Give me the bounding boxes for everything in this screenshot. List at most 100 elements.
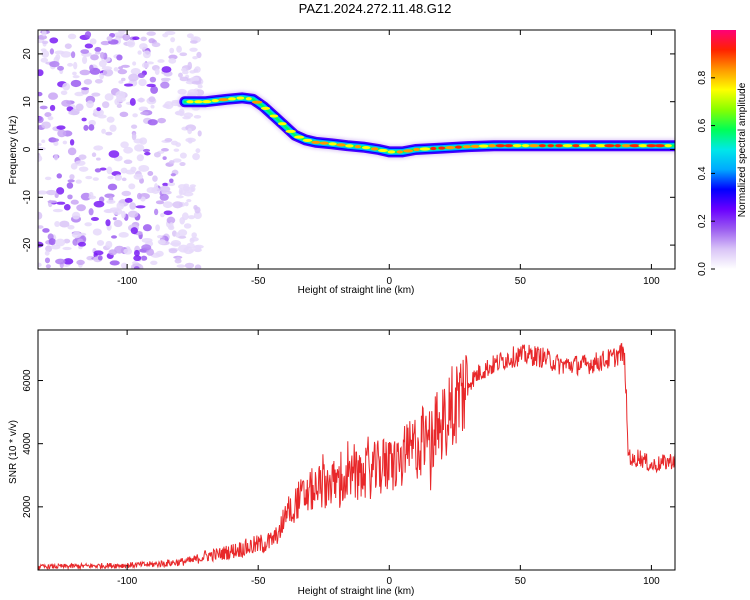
noise-blob [104,93,114,101]
ridge-hotspot [354,145,362,149]
snr-y-ticks: 2000 4000 6000 [22,369,675,518]
noise-blob [56,187,65,195]
noise-blob [153,151,161,158]
noise-blob [172,201,183,209]
noise-blob [94,46,102,52]
noise-blob [190,185,196,192]
noise-blob [56,201,66,205]
ridge-hotspot [589,144,597,148]
noise-blob [137,97,146,103]
x-tick-label: -50 [251,576,266,587]
noise-blob [120,141,129,149]
noise-blob [169,222,174,229]
noise-blob [182,185,191,192]
noise-blob [74,160,86,166]
ridge-hotspot [345,144,354,148]
noise-blob [191,232,197,238]
noise-blob [193,211,202,220]
noise-blob [38,225,44,229]
noise-blob [63,204,71,211]
noise-blob [96,107,101,112]
colorbar: 0.0 0.2 0.4 0.6 0.8 Normalized spectral ampl… [697,30,748,276]
noise-blob [38,91,43,97]
noise-blob [177,88,187,95]
noise-blob [44,257,51,264]
ridge-hotspot [251,100,263,104]
noise-blob [38,142,42,147]
spectrogram-y-ticks: -20 -10 0 10 20 [22,48,675,252]
noise-blob [138,78,147,87]
noise-blob [76,259,85,266]
noise-blob [178,229,188,237]
noise-blob [197,84,203,89]
noise-blob [153,208,159,216]
snr-y-label: SNR (10 * v/v) [8,420,19,484]
ridge-hotspot [278,122,287,126]
ridge-hotspot [228,97,236,101]
noise-blob [66,182,74,189]
noise-blob [109,207,120,212]
noise-blob [105,240,113,249]
noise-blob [149,76,157,83]
noise-blob [47,116,54,121]
noise-blob [129,98,136,106]
noise-blob [128,183,136,190]
ridge-hotspot [194,100,203,104]
colorbar-label: Normalized spectral amplitude [737,82,748,217]
ridge-hotspot [218,98,229,102]
ridge-hotspot [186,100,194,104]
noise-blob [193,114,202,119]
noise-blob [118,66,124,70]
noise-blob [162,156,167,161]
noise-blob [111,235,117,239]
ridge-hotspot [604,144,615,148]
ridge-hotspot [538,144,546,148]
noise-blob [71,211,81,220]
noise-blob [179,52,188,57]
ridge-hotspot [362,145,371,150]
snr-x-label: Height of straight line (km) [298,586,415,597]
noise-blob [62,82,71,91]
noise-blob [130,68,141,75]
noise-blob [69,174,75,180]
noise-blob [130,166,137,172]
noise-blob [195,148,201,154]
noise-blob [136,192,142,200]
noise-blob [93,250,104,256]
noise-blob [135,205,146,209]
ridge-hotspot [512,144,522,148]
noise-blob [114,174,123,181]
noise-blob [166,216,176,224]
noise-blob [184,262,195,269]
noise-blob [120,262,128,269]
x-tick-label: -100 [117,576,137,587]
colorbar-tick-label: 0.6 [697,118,708,132]
noise-blob [133,255,142,262]
ridge-hotspot [328,142,337,146]
noise-blob [70,199,79,205]
noise-blob [72,71,77,76]
noise-blob [134,144,145,152]
noise-blob [179,76,189,82]
noise-blob [97,114,107,119]
noise-blob [41,50,50,58]
noise-blob [57,65,65,71]
noise-blob [92,177,99,181]
y-tick-label: 6000 [22,369,33,392]
noise-blob [192,55,198,60]
ridge-hotspot [245,97,252,101]
noise-blob [169,47,175,54]
ridge-hotspot [269,114,279,118]
noise-blob [168,160,175,165]
noise-blob [67,62,74,67]
y-tick-label: 0 [22,146,33,152]
noise-blob [38,262,42,268]
noise-blob [126,39,136,48]
noise-blob [178,187,183,196]
noise-blob [130,227,138,235]
noise-blob [182,70,189,75]
noise-blob [164,138,173,142]
noise-blob [169,178,174,183]
noise-blob [84,31,92,39]
